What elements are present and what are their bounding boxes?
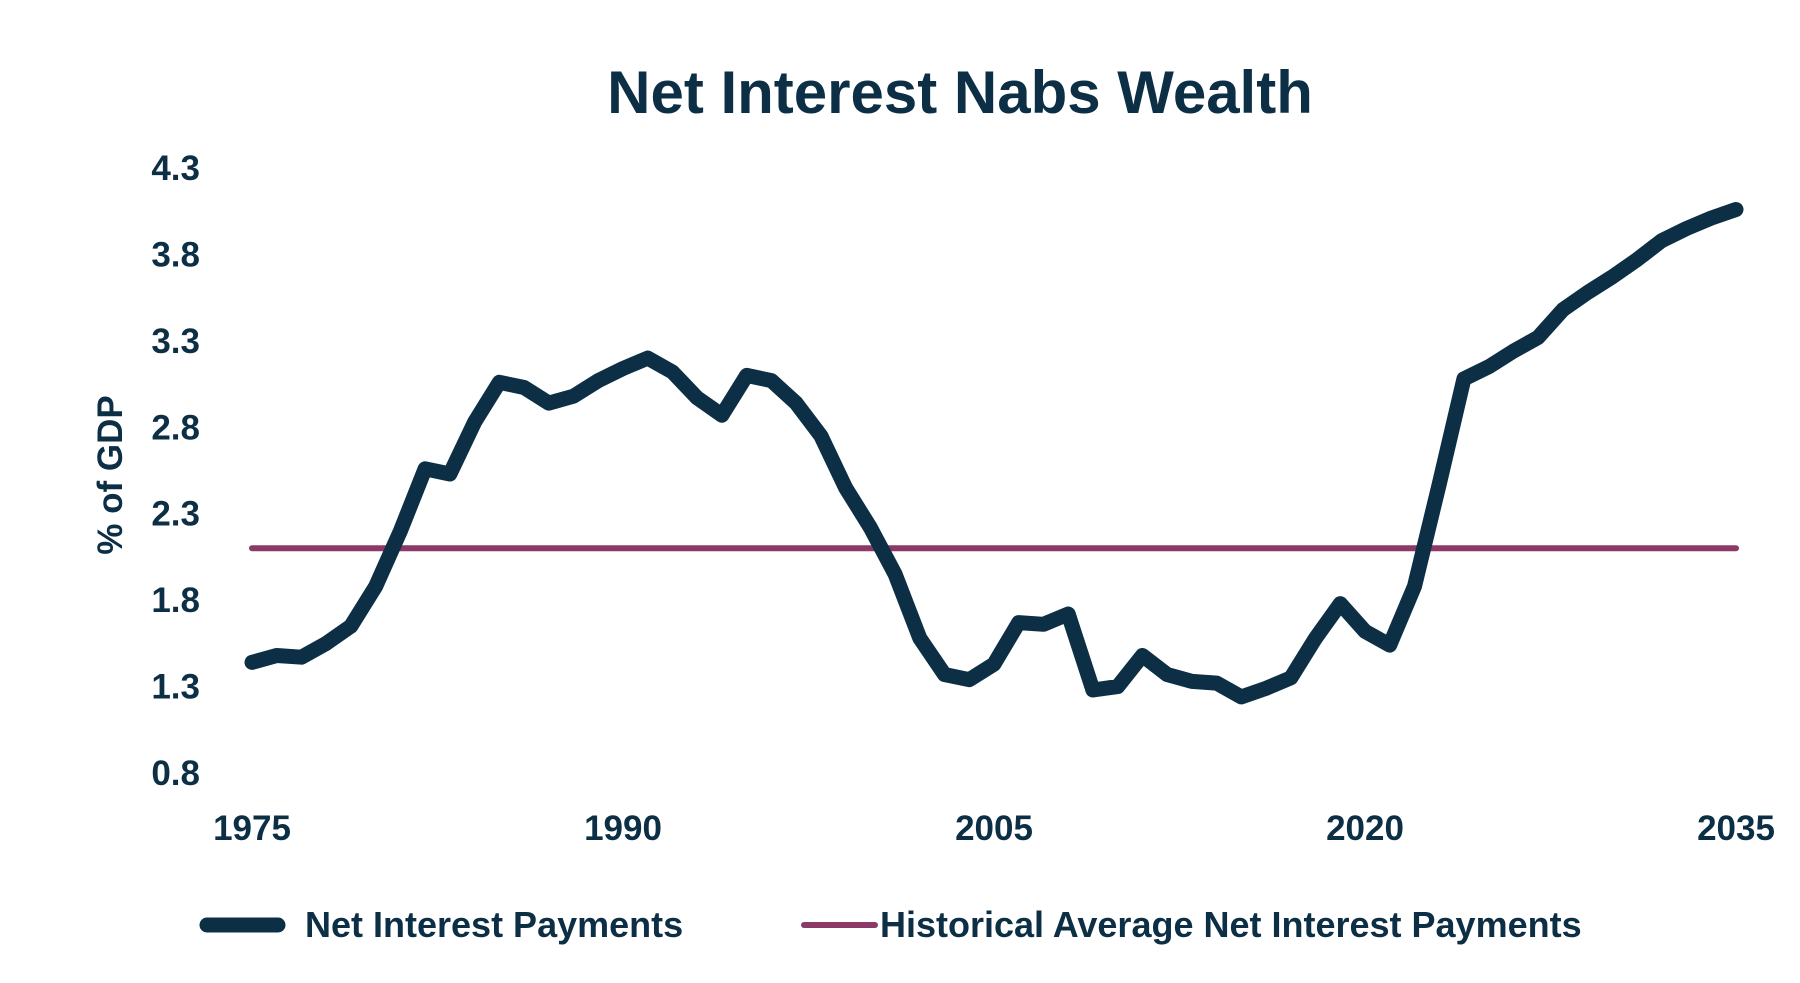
legend: Net Interest Payments Historical Average … bbox=[199, 904, 1582, 945]
y-tick-label: 2.8 bbox=[151, 408, 200, 447]
legend-label: Net Interest Payments bbox=[305, 904, 683, 945]
x-tick-label: 2020 bbox=[1326, 809, 1404, 848]
legend-label: Historical Average Net Interest Payments bbox=[880, 904, 1582, 945]
x-tick-label: 1990 bbox=[584, 809, 662, 848]
y-tick-label: 3.3 bbox=[151, 322, 200, 361]
y-tick-label: 1.3 bbox=[151, 668, 200, 707]
series-layer bbox=[244, 202, 1744, 705]
x-axis-ticks: 1975 1990 2005 2020 2035 bbox=[213, 809, 1775, 848]
chart-title: Net Interest Nabs Wealth bbox=[607, 59, 1313, 126]
y-axis-title: % of GDP bbox=[91, 395, 130, 554]
series-line-net-interest-payments bbox=[244, 202, 1744, 705]
y-tick-label: 4.3 bbox=[151, 149, 200, 188]
x-tick-label: 2005 bbox=[955, 809, 1033, 848]
x-tick-label: 1975 bbox=[213, 809, 291, 848]
y-tick-label: 1.8 bbox=[151, 581, 200, 620]
y-tick-label: 0.8 bbox=[151, 754, 200, 793]
y-tick-label: 2.3 bbox=[151, 495, 200, 534]
y-axis-ticks: 0.8 1.3 1.8 2.3 2.8 3.3 3.8 4.3 bbox=[151, 149, 200, 793]
x-tick-label: 2035 bbox=[1697, 809, 1775, 848]
y-tick-label: 3.8 bbox=[151, 235, 200, 274]
